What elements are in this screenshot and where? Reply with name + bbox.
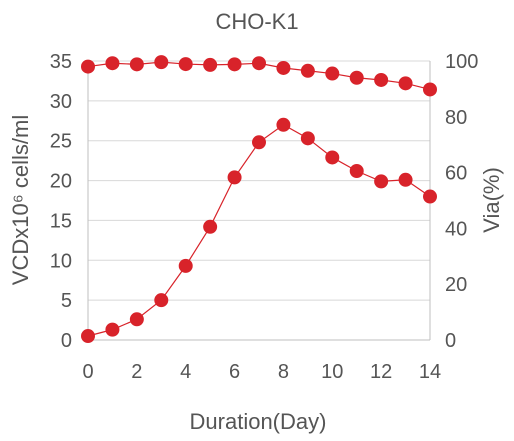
right-y-tick-label: 80 [445,107,467,129]
left-y-tick-label: 20 [50,171,72,193]
x-axis-title: Duration(Day) [190,409,327,434]
left-y-tick-label: 10 [50,250,72,272]
viability-data-point [105,56,120,71]
vcd-data-point [178,258,193,273]
viability-data-point [178,57,193,72]
axis-layer [87,61,431,341]
viability-data-point [129,57,144,72]
vcd-series-line [87,124,431,337]
viability-data-point [374,72,389,87]
viability-data-point [423,82,437,97]
right-y-tick-label: 0 [445,330,456,352]
vcd-data-point [325,150,340,165]
vcd-data-point [81,329,95,344]
chart-title: CHO-K1 [215,9,298,34]
right-y-tick-label: 40 [445,218,467,240]
vcd-data-point [349,164,364,179]
viability-data-point [325,66,340,81]
vcd-data-point [276,117,291,132]
vcd-data-point [423,189,437,204]
series-layer [81,55,437,344]
viability-data-point [276,60,291,75]
viability-data-point [300,63,315,78]
left-y-tick-label: 30 [50,91,72,113]
x-tick-label: 4 [180,361,191,383]
vcd-data-point [300,131,315,146]
vcd-data-point [154,293,169,308]
vcd-data-point [203,219,218,234]
x-tick-label: 10 [321,361,343,383]
vcd-data-point [227,170,242,185]
left-y-tick-label: 0 [61,330,72,352]
x-tick-label: 2 [131,361,142,383]
x-tick-label: 0 [82,361,93,383]
viability-data-point [398,76,413,91]
right-y-tick-label: 60 [445,163,467,185]
grid-layer [88,60,430,341]
y-axis-left-title: VCDx10⁶ cells/ml [8,115,33,285]
viability-data-point [349,70,364,85]
x-tick-label: 14 [419,361,441,383]
vcd-data-point [129,312,144,327]
right-y-tick-label: 20 [445,274,467,296]
left-y-tick-label: 25 [50,131,72,153]
vcd-data-point [105,322,120,337]
viability-data-point [81,59,95,74]
y-axis-right-title: Via(%) [479,167,504,233]
vcd-data-point [374,174,389,189]
left-y-tick-label: 15 [50,210,72,232]
right-y-tick-label: 100 [445,51,478,73]
x-tick-label: 8 [278,361,289,383]
x-tick-label: 6 [229,361,240,383]
viability-data-point [252,56,266,71]
label-layer: CHO-K1 Duration(Day) VCDx10⁶ cells/ml Vi… [8,9,504,434]
viability-data-point [227,57,242,72]
viability-data-point [203,57,218,72]
vcd-data-point [252,135,266,150]
x-tick-label: 12 [370,361,392,383]
viability-data-point [154,55,169,70]
vcd-data-point [398,172,413,187]
left-y-tick-label: 35 [50,51,72,73]
left-y-tick-label: 5 [61,290,72,312]
